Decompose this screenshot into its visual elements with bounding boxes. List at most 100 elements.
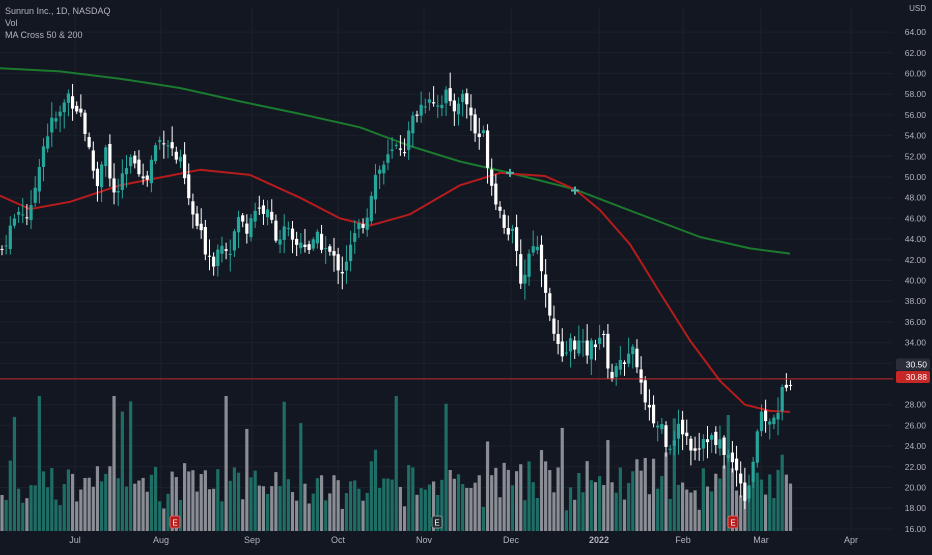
candle-body bbox=[643, 380, 647, 403]
candle-body bbox=[220, 245, 224, 254]
candle-body bbox=[195, 213, 199, 226]
candle-body bbox=[79, 108, 83, 113]
volume-legend-label[interactable]: Vol bbox=[5, 18, 18, 28]
candle-body bbox=[776, 412, 780, 420]
volume-bar bbox=[427, 484, 432, 531]
volume-bar bbox=[166, 493, 170, 531]
candle-body bbox=[332, 251, 336, 256]
candle-body bbox=[647, 404, 651, 408]
price-tick-label: 28.00 bbox=[905, 400, 927, 410]
candle-body bbox=[299, 242, 303, 249]
price-tick-label: 42.00 bbox=[905, 255, 927, 265]
candle-body bbox=[394, 144, 398, 146]
volume-bar bbox=[469, 487, 473, 531]
candle-body bbox=[8, 225, 12, 250]
candle-body bbox=[357, 222, 361, 230]
candle-body bbox=[444, 89, 448, 104]
candle-body bbox=[153, 145, 158, 162]
price-tick-label: 56.00 bbox=[905, 110, 927, 120]
candle-body bbox=[523, 274, 527, 284]
candle-body bbox=[241, 215, 245, 222]
candle-body bbox=[519, 254, 523, 284]
candle-body bbox=[676, 423, 681, 439]
ma-cross-legend-label[interactable]: MA Cross 50 & 200 bbox=[5, 30, 83, 40]
candle-body bbox=[759, 411, 764, 432]
volume-bar bbox=[743, 488, 747, 531]
candle-body bbox=[340, 271, 344, 274]
candle-body bbox=[257, 207, 261, 209]
candle-body bbox=[672, 440, 676, 446]
candle-body bbox=[282, 226, 286, 240]
volume-bar bbox=[332, 475, 336, 531]
candle-body bbox=[382, 164, 386, 174]
candle-body bbox=[788, 384, 793, 386]
volume-bar bbox=[739, 495, 743, 531]
volume-bar bbox=[660, 476, 664, 531]
volume-bar bbox=[548, 470, 552, 531]
volume-bar bbox=[8, 460, 12, 531]
volume-bar bbox=[141, 477, 145, 531]
volume-bar bbox=[415, 494, 419, 531]
volume-bar bbox=[556, 467, 560, 531]
volume-bar bbox=[448, 470, 452, 531]
candle-body bbox=[116, 191, 120, 193]
candle-body bbox=[187, 174, 191, 199]
volume-bar bbox=[718, 478, 722, 531]
volume-bar bbox=[274, 472, 278, 531]
volume-bar bbox=[398, 486, 402, 531]
candle-body bbox=[137, 159, 141, 175]
volume-bar bbox=[689, 492, 693, 531]
volume-bar bbox=[378, 487, 382, 531]
volume-bar bbox=[734, 490, 739, 531]
volume-bar bbox=[299, 423, 303, 531]
volume-bar bbox=[697, 509, 701, 531]
candle-body bbox=[506, 228, 510, 235]
candle-body bbox=[133, 155, 137, 164]
volume-bar bbox=[79, 489, 83, 531]
volume-bar bbox=[232, 467, 236, 531]
volume-bar bbox=[593, 482, 598, 531]
candle-body bbox=[469, 107, 473, 116]
candle-body bbox=[224, 249, 228, 251]
earnings-marker-label: E bbox=[730, 519, 735, 528]
volume-bar bbox=[618, 467, 622, 531]
volume-bar bbox=[361, 500, 365, 531]
volume-bar bbox=[37, 396, 41, 531]
volume-bar bbox=[133, 483, 137, 531]
candle-body bbox=[747, 485, 751, 499]
symbol-title[interactable]: Sunrun Inc., 1D, NASDAQ bbox=[5, 6, 111, 16]
candle-body bbox=[232, 231, 236, 251]
candle-body bbox=[178, 156, 183, 162]
candle-body bbox=[349, 244, 353, 262]
candle-body bbox=[303, 244, 307, 247]
candle-body bbox=[108, 143, 112, 179]
volume-bar bbox=[730, 468, 734, 531]
candle-body bbox=[548, 293, 552, 316]
time-tick-label: Mar bbox=[753, 535, 769, 545]
price-tick-label: 50.00 bbox=[905, 172, 927, 182]
candle-body bbox=[618, 359, 622, 370]
candle-body bbox=[353, 233, 357, 242]
candle-body bbox=[390, 149, 394, 151]
candle-body bbox=[100, 164, 104, 188]
volume-bar bbox=[241, 499, 245, 531]
earnings-marker bbox=[431, 515, 443, 529]
volume-bar bbox=[87, 477, 91, 531]
volume-bar bbox=[29, 485, 33, 531]
price-tick-label: 20.00 bbox=[905, 483, 927, 493]
volume-bar bbox=[452, 478, 456, 531]
volume-bar bbox=[432, 481, 436, 531]
candle-body bbox=[656, 425, 660, 428]
volume-bar bbox=[722, 465, 726, 531]
volume-bar bbox=[170, 471, 174, 531]
candle-body bbox=[423, 106, 427, 108]
price-tick-label: 60.00 bbox=[905, 69, 927, 79]
volume-bar bbox=[12, 416, 17, 531]
candle-body bbox=[344, 261, 349, 271]
price-tick-label: 38.00 bbox=[905, 296, 927, 306]
volume-bar bbox=[108, 466, 112, 531]
candle-body bbox=[21, 214, 25, 216]
candle-body bbox=[191, 201, 195, 215]
